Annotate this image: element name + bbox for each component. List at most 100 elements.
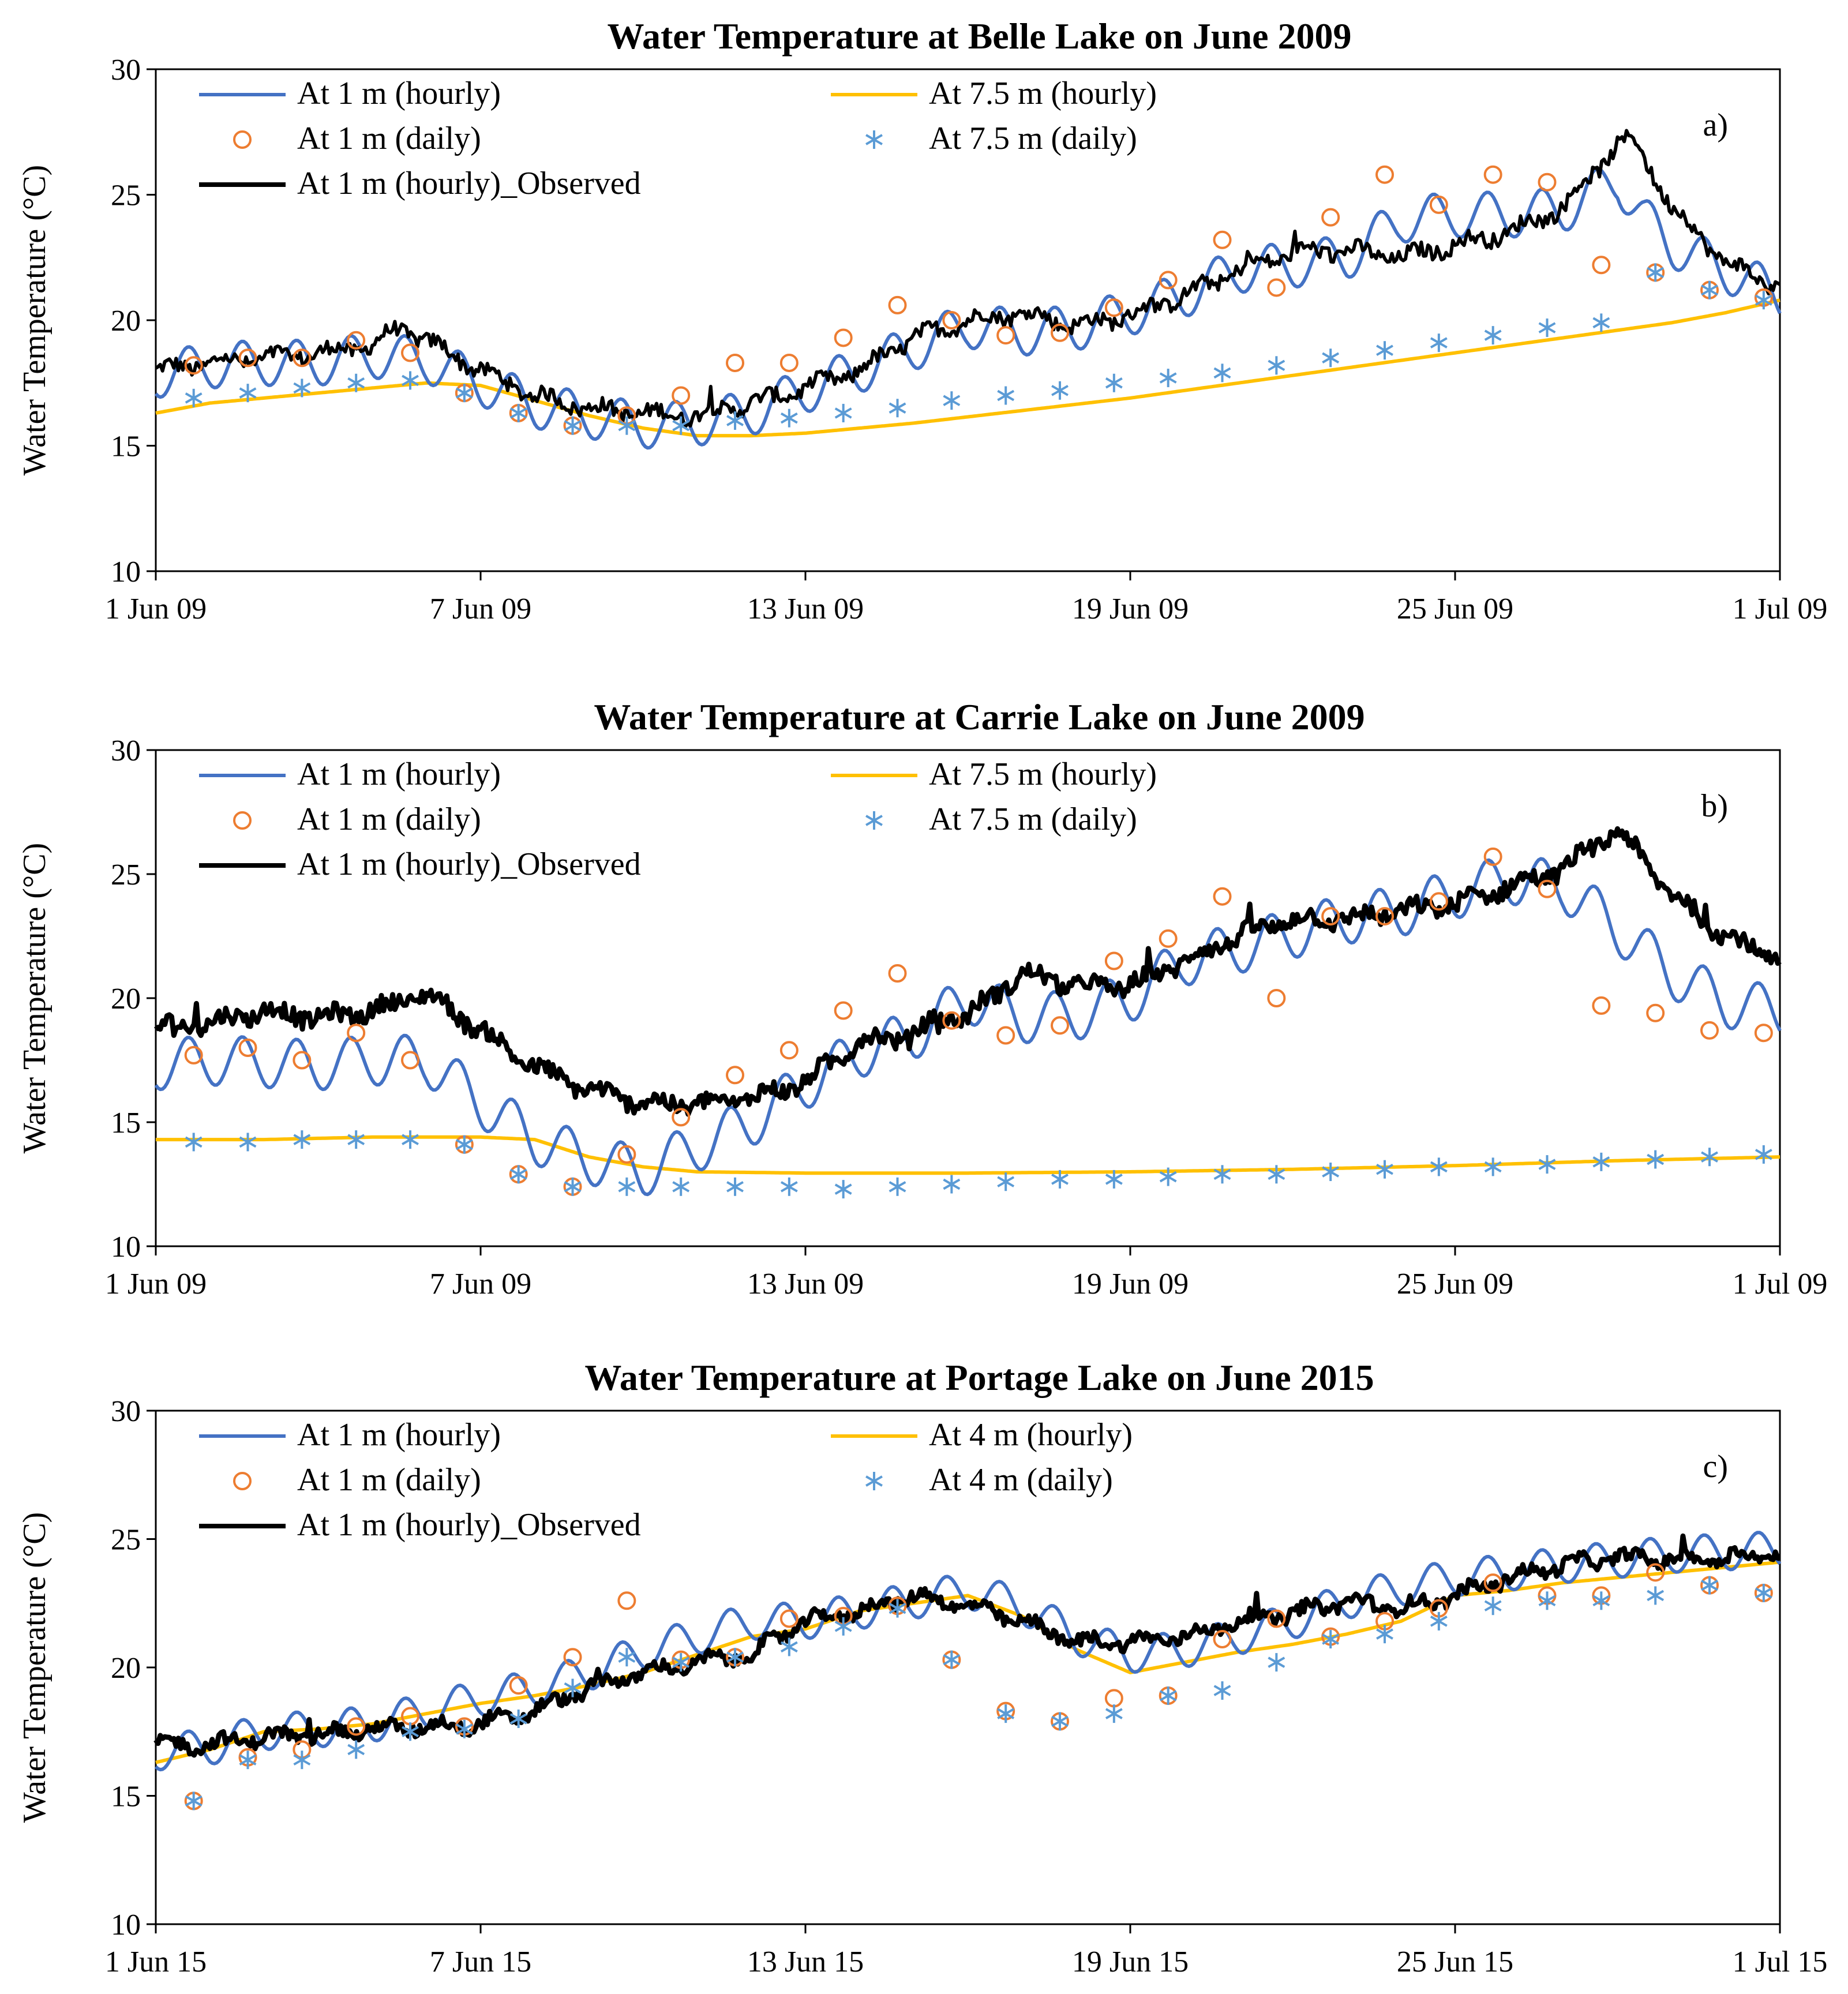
data-point-daily-1m (1213, 1630, 1232, 1649)
data-point-daily-1m (1375, 907, 1395, 926)
y-tick-label: 25 (111, 1524, 141, 1557)
star-arm (889, 1181, 906, 1193)
data-point-daily-deep (672, 416, 690, 435)
data-point-daily-deep (1159, 1167, 1177, 1186)
data-point-daily-1m (1483, 165, 1502, 184)
star-arm (1051, 1174, 1069, 1185)
data-point-daily-deep (455, 384, 473, 403)
y-tick-label: 10 (111, 1909, 141, 1941)
data-point-daily-deep (997, 1704, 1015, 1723)
star-arm (780, 1641, 798, 1653)
data-point-daily-1m (293, 348, 312, 368)
x-tick-label: 25 Jun 15 (1397, 1946, 1513, 1978)
legend-item: At 1 m (hourly) (199, 1417, 501, 1453)
data-point-daily-1m (1267, 278, 1286, 297)
star-arm (1538, 1159, 1556, 1170)
data-point-daily-1m (184, 1045, 203, 1065)
y-tick-label: 15 (111, 430, 141, 463)
data-point-daily-deep (834, 1617, 852, 1636)
star-arm (889, 402, 906, 414)
star-arm (1268, 1168, 1285, 1180)
legend-label: At 1 m (hourly) (297, 756, 501, 792)
y-tick-label: 25 (111, 179, 141, 212)
star-arm (402, 1134, 419, 1145)
data-point-daily-deep (509, 1165, 527, 1184)
data-point-daily-1m (1429, 892, 1448, 911)
star-arm (402, 1726, 419, 1737)
data-point-daily-deep (1647, 1150, 1665, 1169)
data-point-daily-1m (1429, 195, 1448, 214)
data-point-daily-deep (1484, 1596, 1502, 1616)
data-point-daily-1m (238, 1039, 257, 1057)
data-point-daily-deep (834, 403, 852, 422)
legend-label: At 1 m (hourly) (297, 1417, 501, 1453)
data-point-daily-deep (1051, 1712, 1069, 1731)
legend-item: At 7.5 m (daily) (865, 121, 1137, 156)
star-arm (1592, 1156, 1610, 1168)
data-point-daily-deep (239, 384, 257, 403)
star-arm (402, 374, 419, 387)
data-point-daily-deep (1376, 1625, 1393, 1644)
data-point-daily-deep (402, 371, 419, 390)
data-point-daily-deep (1755, 1145, 1772, 1164)
data-point-daily-deep (1538, 318, 1556, 338)
star-arm (509, 1168, 527, 1180)
data-point-daily-1m (509, 1676, 528, 1695)
star-arm (1592, 1595, 1610, 1607)
data-point-daily-deep (1105, 1704, 1123, 1723)
data-point-daily-1m (1159, 271, 1178, 290)
star-arm (347, 1744, 365, 1756)
data-point-daily-deep (1268, 1653, 1285, 1672)
legend-label: At 1 m (hourly) (297, 76, 501, 111)
data-point-daily-1m (617, 1591, 636, 1610)
star-arm (1376, 344, 1393, 356)
star-arm (997, 1708, 1015, 1719)
legend-item: At 7.5 m (hourly) (831, 756, 1157, 792)
x-tick-label: 1 Jul 15 (1733, 1946, 1828, 1978)
star-arm (834, 407, 852, 419)
data-point-daily-deep (402, 1130, 419, 1149)
data-point-daily-deep (1484, 326, 1502, 345)
star-arm (1268, 359, 1285, 372)
legend-circle-swatch (233, 811, 252, 830)
data-point-daily-1m (1213, 230, 1232, 249)
data-point-daily-deep (1159, 1686, 1177, 1705)
series-at-4-m-hourly (155, 1560, 1780, 1764)
series-group (153, 1531, 1782, 1811)
y-tick-label: 25 (111, 859, 141, 891)
star-arm (564, 1682, 582, 1694)
star-arm (1430, 1161, 1448, 1173)
data-point-daily-1m (726, 353, 745, 372)
data-point-daily-1m (996, 326, 1015, 345)
data-point-daily-1m (184, 356, 203, 375)
star-arm (672, 1656, 690, 1668)
data-point-daily-1m (1267, 989, 1286, 1007)
star-arm (943, 1178, 961, 1190)
series-at-7-5-m-daily (185, 263, 1772, 435)
legend-label: At 1 m (hourly)_Observed (297, 166, 641, 201)
star-arm (943, 1654, 961, 1666)
data-point-daily-deep (1268, 1165, 1285, 1184)
data-point-daily-deep (1755, 291, 1772, 310)
data-point-daily-deep (726, 1177, 744, 1196)
chart-title: Water Temperature at Belle Lake on June … (607, 16, 1351, 57)
legend-star-swatch (865, 815, 883, 826)
star-arm (293, 1754, 311, 1766)
data-point-daily-deep (564, 416, 582, 435)
star-arm (1105, 377, 1123, 389)
star-arm (1376, 1163, 1393, 1175)
star-arm (1755, 1149, 1772, 1160)
data-point-daily-deep (347, 373, 365, 392)
x-tick-label: 1 Jun 15 (105, 1946, 207, 1978)
star-arm (1430, 1616, 1448, 1627)
star-arm (1701, 1579, 1718, 1591)
data-point-daily-1m (726, 1066, 745, 1085)
panel-label: a) (1703, 107, 1728, 143)
data-point-daily-deep (1592, 1591, 1610, 1610)
data-point-daily-deep (1647, 1586, 1665, 1605)
star-arm (1322, 1166, 1340, 1178)
y-tick-label: 15 (111, 1107, 141, 1140)
star-arm (1213, 367, 1231, 379)
x-tick-label: 1 Jul 09 (1733, 1268, 1828, 1300)
